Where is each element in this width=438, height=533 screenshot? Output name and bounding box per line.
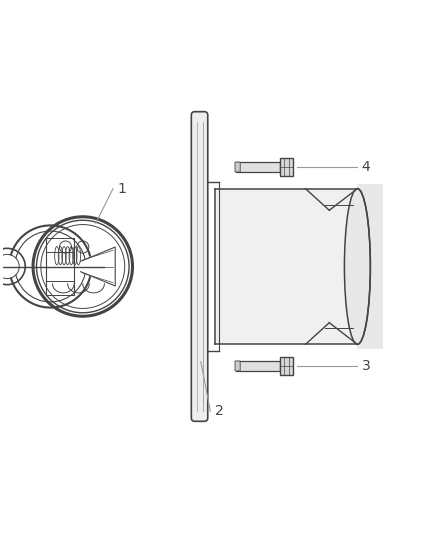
Bar bbox=[279, 158, 293, 176]
FancyBboxPatch shape bbox=[235, 361, 240, 371]
Bar bbox=[215, 189, 357, 344]
Circle shape bbox=[0, 255, 19, 278]
Polygon shape bbox=[81, 247, 115, 286]
Bar bbox=[357, 184, 383, 349]
Text: 1: 1 bbox=[117, 182, 126, 196]
Ellipse shape bbox=[344, 189, 371, 344]
Bar bbox=[236, 161, 279, 173]
FancyBboxPatch shape bbox=[235, 162, 240, 172]
Circle shape bbox=[15, 231, 85, 302]
Circle shape bbox=[41, 225, 124, 308]
Text: 3: 3 bbox=[362, 359, 371, 373]
FancyBboxPatch shape bbox=[191, 112, 208, 421]
Text: 2: 2 bbox=[215, 405, 223, 418]
Bar bbox=[236, 360, 279, 372]
Bar bbox=[279, 357, 293, 375]
Text: 4: 4 bbox=[362, 160, 371, 174]
